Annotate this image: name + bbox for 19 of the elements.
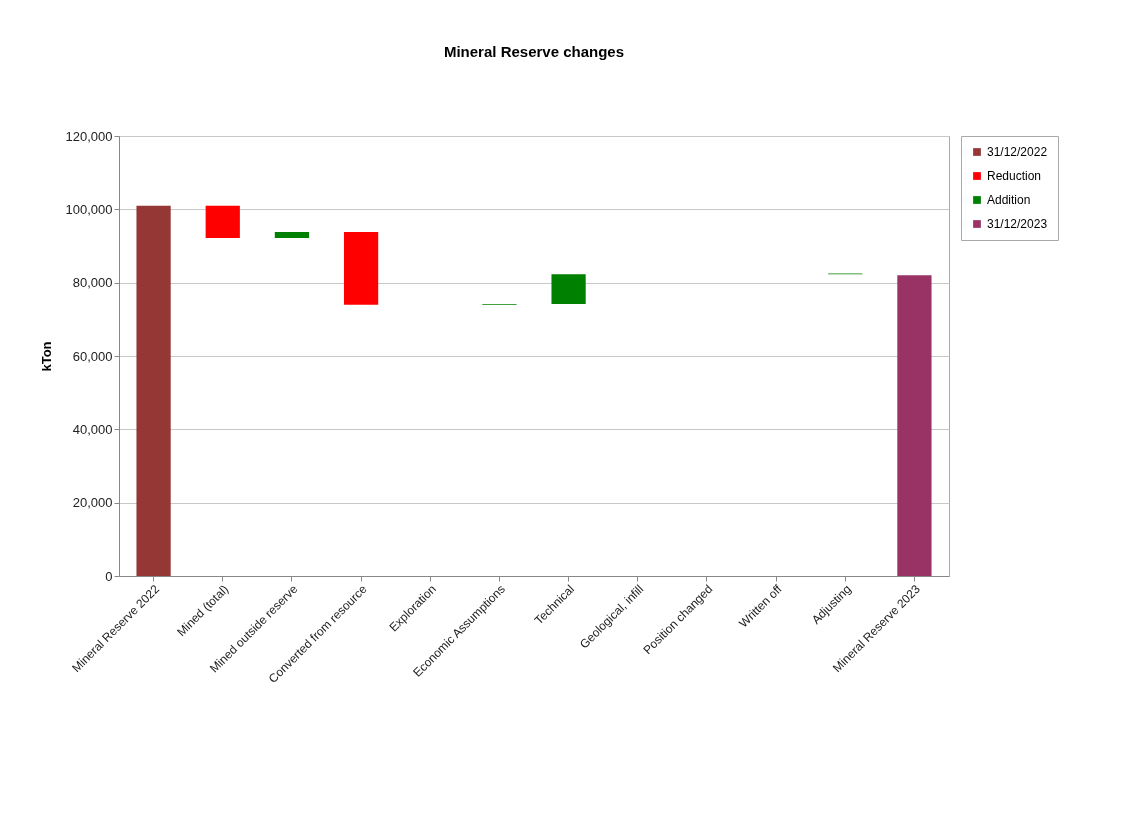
y-tick-label: 120,000 (65, 128, 113, 144)
y-tick-label: 60,000 (72, 348, 113, 364)
y-tick-label: 40,000 (72, 421, 113, 437)
bar (343, 232, 379, 305)
legend-label: Addition (987, 193, 1031, 207)
legend-label: 31/12/2022 (987, 145, 1048, 159)
y-axis-title: kTon (38, 341, 54, 372)
bar (274, 232, 310, 238)
bar (205, 205, 240, 238)
legend-label: Reduction (987, 169, 1042, 183)
y-tick-label: 0 (105, 568, 113, 584)
y-tick-label: 80,000 (72, 275, 113, 291)
legend-label: 31/12/2023 (987, 217, 1048, 231)
y-tick-label: 20,000 (72, 495, 113, 511)
chart-title: Mineral Reserve changes (443, 43, 625, 60)
bar (136, 205, 171, 576)
y-tick-label: 100,000 (65, 201, 113, 217)
bar (897, 275, 932, 576)
bar (551, 274, 586, 304)
